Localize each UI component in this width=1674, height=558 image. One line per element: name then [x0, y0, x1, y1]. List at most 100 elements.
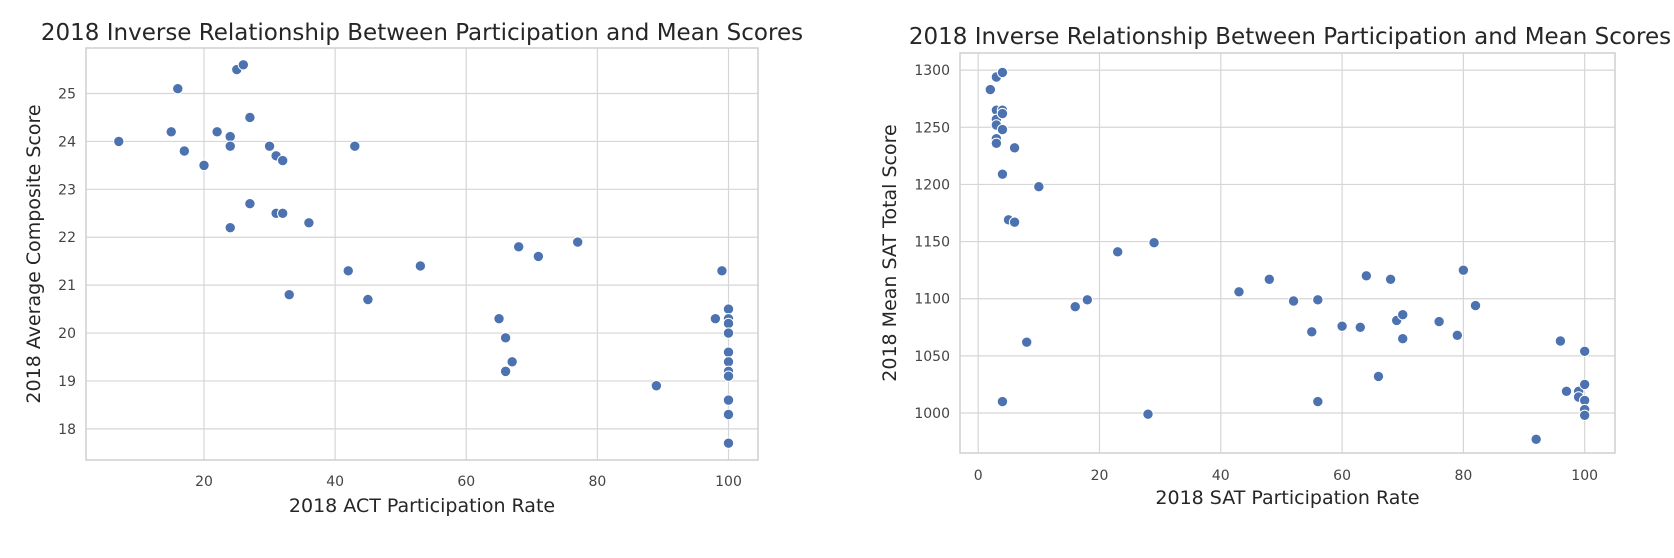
data-point: [722, 356, 735, 368]
data-point: [224, 130, 236, 143]
data-point: [996, 107, 1009, 120]
data-point: [722, 370, 735, 382]
y-tick-label: 25: [58, 87, 76, 103]
x-tick-label: 60: [1333, 468, 1351, 484]
data-point: [996, 168, 1009, 180]
y-axis-label: 2018 Average Composite Score: [23, 104, 45, 403]
y-tick-label: 20: [58, 326, 76, 342]
y-tick-label: 1050: [914, 349, 950, 365]
data-point: [1312, 395, 1324, 408]
data-point: [996, 395, 1009, 408]
data-point: [113, 135, 125, 148]
data-point: [499, 332, 512, 344]
x-tick-label: 60: [457, 474, 475, 490]
data-point: [990, 137, 1003, 149]
data-point: [1554, 335, 1567, 347]
data-point: [716, 265, 728, 277]
y-tick-label: 18: [58, 422, 76, 438]
data-point: [244, 197, 256, 210]
data-point: [1457, 264, 1470, 276]
data-point: [1263, 273, 1276, 285]
plot-frame: [959, 52, 1616, 454]
data-point: [1397, 333, 1409, 345]
data-point: [1081, 294, 1094, 306]
data-point: [493, 312, 505, 325]
y-tick-label: 1250: [914, 120, 950, 136]
data-point: [1336, 320, 1348, 332]
data-point: [1451, 329, 1464, 341]
data-point: [1287, 295, 1300, 307]
data-point: [722, 408, 735, 421]
data-point: [1469, 299, 1482, 312]
data-point: [499, 365, 512, 378]
y-tick-label: 22: [58, 230, 76, 246]
x-tick-label: 20: [195, 474, 213, 490]
sat-chart: 0 20 40 60 80 100 1000 1050 1100 1150 1200 1250 1300…: [879, 24, 1671, 509]
y-tick-label: 1150: [914, 235, 950, 251]
data-point: [1560, 385, 1573, 397]
data-point: [224, 221, 236, 234]
data-point: [303, 217, 315, 229]
data-point: [1148, 237, 1160, 249]
data-point: [996, 66, 1009, 79]
data-point: [172, 83, 184, 95]
data-point: [572, 236, 584, 248]
data-point: [1397, 309, 1409, 321]
y-tick-label: 19: [58, 374, 76, 390]
plot-frame: [85, 47, 759, 461]
data-point: [276, 207, 289, 219]
x-tick-label: 100: [1571, 468, 1598, 484]
x-tick-label: 40: [1212, 468, 1230, 484]
data-point: [709, 312, 722, 325]
y-tick-label: 23: [58, 182, 76, 198]
x-tick-label: 40: [326, 474, 344, 490]
data-point: [1111, 246, 1124, 258]
data-point: [165, 126, 177, 138]
data-point: [722, 394, 735, 406]
data-point: [722, 317, 735, 330]
data-point: [1008, 216, 1021, 228]
x-tick-label: 80: [588, 474, 606, 490]
data-point: [996, 123, 1009, 136]
data-point: [276, 154, 289, 167]
x-tick-label: 0: [974, 468, 983, 484]
data-point: [722, 346, 735, 358]
y-tick-label: 1000: [914, 406, 950, 422]
data-point: [1578, 378, 1591, 391]
data-point: [211, 126, 223, 138]
data-point: [178, 145, 191, 157]
y-tick-label: 21: [58, 278, 76, 294]
y-tick-label: 1300: [914, 63, 950, 79]
y-tick-label: 1200: [914, 177, 950, 193]
data-point: [532, 250, 545, 263]
y-tick-label: 1100: [914, 292, 950, 308]
data-point: [342, 265, 354, 277]
act-chart: 20 40 60 80 100 18 19 20 21 22 23 24 25 2018 Inverse …: [23, 20, 803, 517]
data-point: [349, 140, 361, 152]
data-point: [1578, 409, 1591, 421]
data-point: [1312, 294, 1324, 306]
x-axis-label: 2018 ACT Participation Rate: [289, 495, 555, 517]
data-point: [1306, 326, 1318, 338]
data-point: [1021, 336, 1033, 348]
data-point: [722, 303, 735, 315]
x-tick-label: 80: [1454, 468, 1472, 484]
data-point: [1033, 181, 1045, 193]
y-axis-label: 2018 Mean SAT Total Score: [879, 124, 901, 381]
x-axis-label: 2018 SAT Participation Rate: [1155, 487, 1419, 509]
data-point: [237, 59, 250, 71]
data-point: [1360, 270, 1373, 282]
data-point: [1578, 345, 1591, 357]
chart-title: 2018 Inverse Relationship Between Partic…: [909, 24, 1671, 50]
data-point: [1008, 142, 1021, 154]
x-tick-label: 100: [715, 474, 742, 490]
data-point: [224, 140, 236, 152]
data-point: [198, 159, 210, 172]
data-point: [1372, 370, 1385, 383]
data-point: [513, 241, 525, 253]
data-point: [722, 327, 735, 339]
x-tick-label: 20: [1091, 468, 1109, 484]
y-tick-label: 24: [58, 134, 76, 150]
data-point: [1069, 301, 1081, 313]
